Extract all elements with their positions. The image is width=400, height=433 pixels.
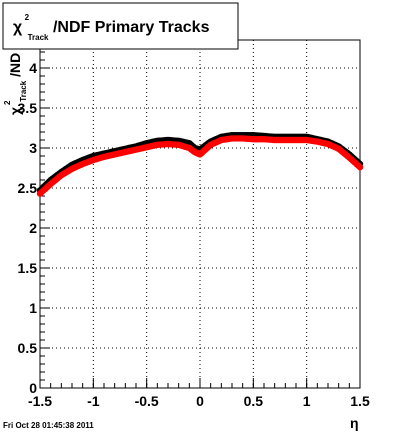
grid-lines: [40, 40, 360, 388]
y-tick-label: 2: [29, 220, 37, 236]
y-tick-label: 0.5: [18, 340, 38, 356]
ylabel-superscript: 2: [3, 100, 12, 105]
x-tick-label: -1: [87, 393, 100, 409]
x-axis-label: η: [350, 415, 359, 431]
x-tick-label: 0: [196, 393, 204, 409]
y-tick-label: 2.5: [18, 180, 38, 196]
ylabel-chi: χ: [7, 107, 23, 115]
x-tick-label: -1.5: [28, 393, 52, 409]
y-axis-label: χ 2 Track /ND: [0, 53, 29, 115]
data-point: [356, 164, 364, 171]
x-tick-label: 1: [303, 393, 311, 409]
y-tick-label: 0: [29, 380, 37, 396]
ylabel-subscript: Track: [19, 80, 28, 101]
x-tick-label: 1.5: [350, 393, 370, 409]
x-tick-labels: -1.5 -1 -0.5 0 0.5 1 1.5: [28, 393, 370, 409]
y-tick-label: 3: [29, 140, 37, 156]
title-rest: /NDF Primary Tracks: [53, 19, 210, 36]
footer-timestamp: Fri Oct 28 01:45:38 2011: [3, 421, 94, 430]
y-tick-label: 1: [29, 300, 37, 316]
y-tick-labels: 0 0.5 1 1.5 2 2.5 3 3.5 4: [18, 60, 38, 396]
series-1: [36, 135, 364, 197]
title-chi: χ: [13, 19, 23, 36]
x-tick-label: 0.5: [244, 393, 264, 409]
title-subscript: Track: [28, 33, 49, 42]
axis-ticks: [39, 43, 361, 389]
data-points: [36, 132, 364, 197]
y-tick-label: 3.5: [18, 100, 38, 116]
title-box: [2, 2, 239, 50]
title-superscript: 2: [25, 13, 30, 22]
ylabel-rest: /ND: [7, 53, 23, 77]
chart-title: χ 2 Track /NDF Primary Tracks: [13, 7, 210, 44]
x-tick-label: -0.5: [135, 393, 159, 409]
y-tick-label: 4: [29, 60, 37, 76]
y-tick-label: 1.5: [18, 260, 38, 276]
